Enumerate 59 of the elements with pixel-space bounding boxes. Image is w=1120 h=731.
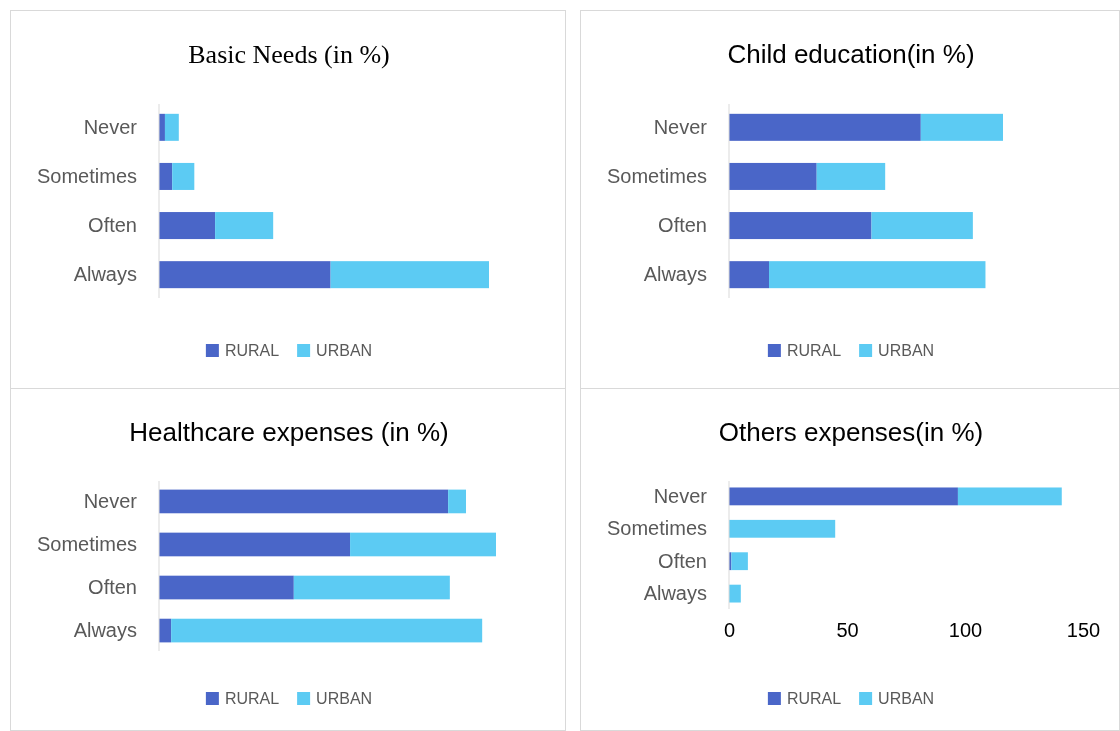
y-tick-label: Always <box>643 263 707 286</box>
legend-label: RURAL <box>786 342 842 359</box>
y-tick-label: Always <box>643 582 707 605</box>
x-tick-label: 50 <box>836 619 859 642</box>
bar <box>164 113 179 141</box>
legend-label: URBAN <box>316 342 373 359</box>
bar <box>215 212 274 240</box>
bar <box>816 162 886 190</box>
y-tick-label: Never <box>83 489 138 512</box>
legend-label: URBAN <box>316 690 373 707</box>
y-tick-label: Often <box>658 549 707 572</box>
y-tick-label: Sometimes <box>36 164 137 187</box>
bar <box>350 532 496 557</box>
y-tick-label: Often <box>88 575 137 598</box>
legend-label: RURAL <box>786 690 842 707</box>
y-tick-label: Sometimes <box>36 532 137 555</box>
bar <box>159 162 173 190</box>
bar <box>172 162 195 190</box>
x-tick-label: 150 <box>1066 619 1101 642</box>
x-tick-label: 100 <box>948 619 983 642</box>
bar <box>729 261 769 289</box>
y-tick-label: Often <box>88 213 137 236</box>
bar <box>729 519 836 538</box>
y-tick-label: Never <box>653 484 708 507</box>
y-tick-label: Sometimes <box>606 517 707 540</box>
chart-title: Child education(in %) <box>727 39 975 69</box>
bar <box>159 532 351 557</box>
bar <box>729 162 817 190</box>
legend-label: RURAL <box>224 342 280 359</box>
bar <box>729 584 741 603</box>
y-tick-label: Always <box>73 263 137 286</box>
chart-title: Basic Needs (in %) <box>188 40 390 69</box>
y-tick-label: Never <box>83 115 138 138</box>
bar <box>957 487 1062 506</box>
bar <box>448 489 467 514</box>
legend-label: URBAN <box>878 690 935 707</box>
bar <box>729 212 872 240</box>
bar <box>293 575 450 600</box>
legend-label: RURAL <box>224 690 280 707</box>
bar <box>920 113 1003 141</box>
legend-label: URBAN <box>878 342 935 359</box>
bar <box>159 489 449 514</box>
y-tick-label: Never <box>653 115 708 138</box>
bar <box>769 261 986 289</box>
bar <box>159 575 294 600</box>
bar <box>171 618 483 643</box>
bar <box>729 113 921 141</box>
y-tick-label: Often <box>658 213 707 236</box>
bar <box>731 552 748 571</box>
chart-title: Others expenses(in %) <box>718 417 984 447</box>
bar <box>330 261 489 289</box>
bar <box>159 212 216 240</box>
bar <box>871 212 973 240</box>
y-tick-label: Always <box>73 618 137 641</box>
y-tick-label: Sometimes <box>606 164 707 187</box>
chart-title: Healthcare expenses (in %) <box>129 417 449 447</box>
bar <box>729 487 958 506</box>
x-tick-label: 0 <box>723 619 736 642</box>
bar <box>159 261 331 289</box>
